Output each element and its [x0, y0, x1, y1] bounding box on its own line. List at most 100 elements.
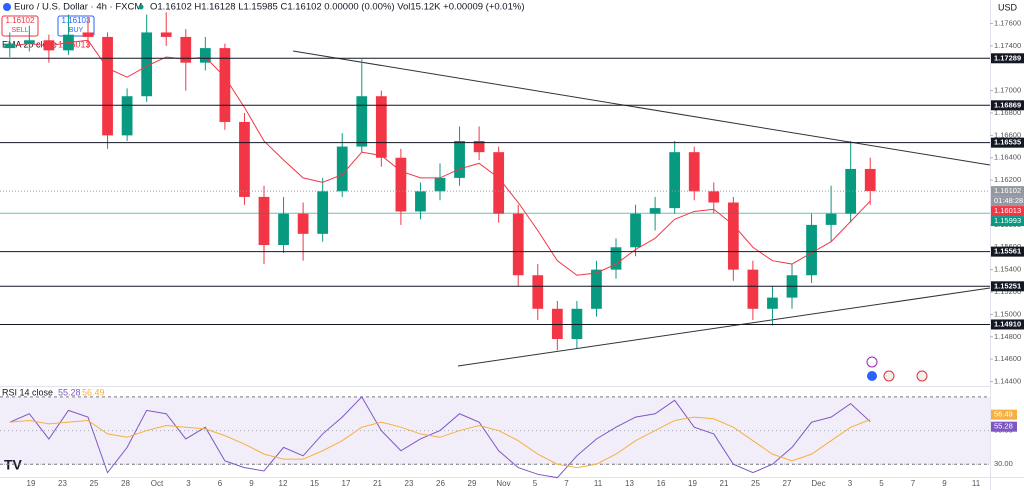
rsi-tag: [991, 409, 1017, 420]
x-tick-label: 19: [688, 479, 697, 488]
countdown-label: 01:48:28: [994, 196, 1023, 205]
y-tick-label: 1.14800: [994, 332, 1021, 341]
candle-body: [591, 269, 602, 309]
y-tick-label: 1.15000: [994, 309, 1021, 318]
x-tick-label: 9: [249, 479, 254, 488]
candle-body: [415, 191, 426, 212]
candle-body: [317, 191, 329, 234]
x-tick-label: 12: [279, 479, 288, 488]
x-tick-label: 6: [218, 479, 223, 488]
candle-body: [571, 308, 583, 340]
x-tick-label: 7: [911, 479, 916, 488]
event-icons: [866, 356, 928, 382]
level-label: 1.16869: [994, 100, 1021, 109]
candle-body: [747, 269, 759, 309]
x-tick-label: 5: [533, 479, 538, 488]
y-tick-label: 1.17600: [994, 18, 1021, 27]
y-tick-label: 1.14400: [994, 377, 1021, 386]
x-tick-label: Oct: [151, 479, 164, 488]
x-tick-label: 19: [27, 479, 36, 488]
x-tick-label: 26: [436, 479, 445, 488]
candle-body: [727, 202, 739, 270]
trendline: [292, 50, 991, 166]
candle-body: [688, 152, 700, 192]
x-tick-label: Nov: [496, 479, 510, 488]
candle-body: [493, 152, 505, 214]
rsi-value: 55.28: [58, 387, 81, 397]
y-tick-label: 30.00: [994, 459, 1013, 468]
y-tick-label: 1.16800: [994, 108, 1021, 117]
x-tick-label: 25: [751, 479, 760, 488]
y-tick-label: 1.17400: [994, 41, 1021, 50]
event-icon[interactable]: [883, 370, 895, 382]
last-price-tag: [991, 186, 1024, 197]
x-tick-label: 15: [310, 479, 319, 488]
rsi-line: [9, 416, 871, 469]
candle-body: [219, 48, 231, 122]
event-icon[interactable]: [866, 356, 878, 368]
ema-line: [9, 39, 871, 276]
level-tag: [991, 137, 1024, 148]
y-tick-label: 1.16400: [994, 153, 1021, 162]
x-tick-label: 9: [942, 479, 947, 488]
ohlc-readout: O1.16102 H1.16128 L1.15985 C1.16102 0.00…: [150, 2, 525, 13]
candle-body: [434, 177, 446, 192]
level-tag: [991, 281, 1024, 292]
level-label: 1.15561: [994, 247, 1021, 256]
symbol-title: Euro / U.S. Dollar · 4h · FXCM: [14, 2, 142, 13]
x-tick-label: 11: [972, 479, 981, 488]
ema-value: 1.16013: [58, 39, 91, 49]
trendline: [457, 287, 991, 367]
level-label: 1.16535: [994, 138, 1021, 147]
rsi-tag-label: 55.28: [994, 422, 1013, 431]
candle-body: [610, 247, 622, 270]
x-tick-label: 13: [625, 479, 634, 488]
y-tick-label: 1.17000: [994, 86, 1021, 95]
x-tick-label: 29: [468, 479, 477, 488]
level-tag: [991, 319, 1024, 330]
level-label: 1.14910: [994, 319, 1021, 328]
rsi-tag: [991, 421, 1017, 432]
y-tick-label: 1.15200: [994, 287, 1021, 296]
buy-button[interactable]: [57, 15, 95, 37]
ema-price-tag: [991, 206, 1024, 217]
candle-body: [23, 40, 35, 44]
y-tick-label: 1.15400: [994, 265, 1021, 274]
candle-body: [43, 40, 55, 51]
rsi-label: RSI 14 close: [2, 387, 53, 397]
candle-body: [336, 146, 348, 192]
candle-body: [473, 140, 485, 153]
x-tick-label: 7: [564, 479, 569, 488]
event-icon[interactable]: [867, 371, 877, 381]
level-tag: [991, 100, 1024, 111]
level-label: 1.17289: [994, 53, 1021, 62]
ema-price-label: 1.16013: [994, 206, 1021, 215]
candle-body: [258, 196, 270, 246]
event-icon[interactable]: [916, 370, 928, 382]
buy-label: BUY: [69, 27, 84, 34]
candle-body: [375, 96, 387, 158]
x-tick-label: 27: [783, 479, 792, 488]
candle-body: [121, 96, 133, 136]
candle-body: [297, 213, 309, 234]
x-tick-label: 23: [58, 479, 67, 488]
candle-body: [669, 152, 681, 209]
candle-body: [845, 168, 857, 214]
x-tick-label: 5: [879, 479, 884, 488]
market-status: [138, 4, 144, 10]
sell-price: 1.16102: [6, 16, 35, 25]
candle-body: [454, 140, 465, 178]
x-tick-label: 11: [594, 479, 603, 488]
candle-body: [708, 191, 720, 203]
rsi-line: [9, 396, 871, 479]
candle-body: [141, 32, 153, 97]
candle-body: [864, 168, 876, 192]
x-tick-label: 3: [186, 479, 191, 488]
x-tick-label: 21: [373, 479, 382, 488]
y-tick-label: 1.14600: [994, 354, 1021, 363]
x-tick-label: 3: [848, 479, 853, 488]
x-tick-label: 23: [405, 479, 414, 488]
level-tag: [991, 53, 1024, 64]
